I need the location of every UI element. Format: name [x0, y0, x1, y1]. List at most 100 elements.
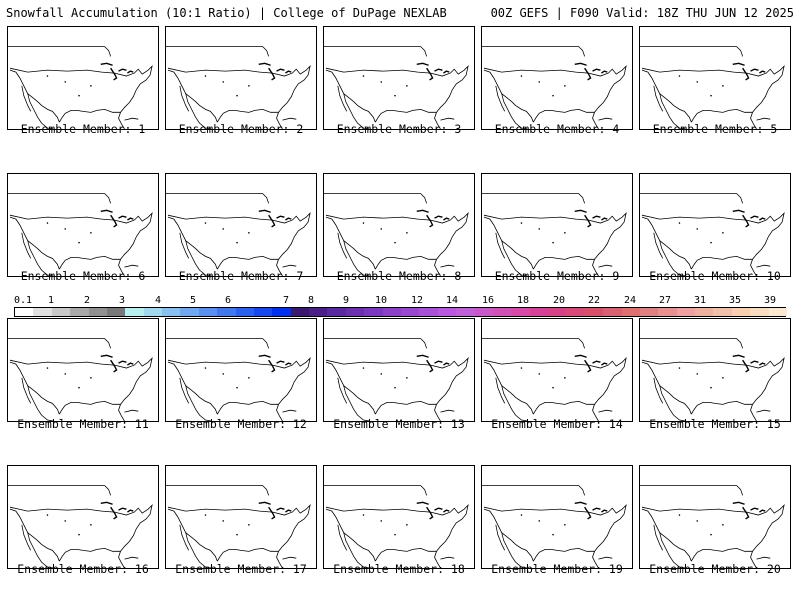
north-america-outline-map: [166, 193, 311, 276]
ensemble-member-map: [165, 318, 317, 422]
colorbar-swatch: [180, 308, 200, 316]
header: Snowfall Accumulation (10:1 Ratio) | Col…: [0, 0, 800, 24]
ensemble-member-label: Ensemble Member: 3: [336, 122, 462, 136]
ensemble-member-label: Ensemble Member: 7: [178, 269, 304, 283]
north-america-outline-map: [482, 485, 627, 568]
colorbar-tick-label: 18: [516, 295, 530, 306]
colorbar-tick-label: 31: [693, 295, 707, 306]
north-america-outline-map: [482, 46, 627, 129]
colorbar-swatch: [345, 308, 365, 316]
colorbar-swatch: [70, 308, 90, 316]
colorbar-swatch: [492, 308, 512, 316]
ensemble-member-map: [7, 318, 159, 422]
colorbar-swatch: [309, 308, 328, 316]
north-america-outline-map: [324, 46, 469, 129]
model-run-title: 00Z GEFS | F090 Valid: 18Z THU JUN 12 20…: [490, 6, 794, 20]
colorbar-tick-label: 16: [481, 295, 495, 306]
colorbar-tick-label: 27: [658, 295, 672, 306]
colorbar-swatch: [143, 308, 163, 316]
colorbar-swatch: [474, 308, 494, 316]
north-america-outline-map: [482, 193, 627, 276]
colorbar-swatch: [364, 308, 384, 316]
colorbar-swatch: [33, 308, 53, 316]
ensemble-member-map: [165, 26, 317, 130]
ensemble-member-label: Ensemble Member: 9: [494, 269, 620, 283]
ensemble-member-label: Ensemble Member: 18: [333, 562, 465, 576]
colorbar-tick-label: 12: [410, 295, 424, 306]
colorbar-swatch: [51, 308, 71, 316]
colorbar-swatch: [713, 308, 733, 316]
ensemble-member-map: [165, 465, 317, 569]
colorbar-swatch: [676, 308, 696, 316]
colorbar-tick-label: 4: [154, 295, 162, 306]
ensemble-member-label: Ensemble Member: 10: [649, 269, 781, 283]
colorbar-tick-label: 9: [342, 295, 350, 306]
ensemble-member-label: Ensemble Member: 20: [649, 562, 781, 576]
colorbar-tick-label: 14: [445, 295, 459, 306]
ensemble-member-label: Ensemble Member: 15: [649, 417, 781, 431]
colorbar-swatch: [731, 308, 751, 316]
ensemble-member-map: [481, 26, 633, 130]
ensemble-member-map: [481, 465, 633, 569]
map-title: Snowfall Accumulation (10:1 Ratio) | Col…: [6, 6, 447, 20]
colorbar-swatch: [15, 308, 34, 316]
ensemble-member-map: [639, 26, 791, 130]
north-america-outline-map: [482, 338, 627, 421]
ensemble-member-label: Ensemble Member: 11: [17, 417, 149, 431]
colorbar-swatch: [548, 308, 567, 316]
north-america-outline-map: [324, 485, 469, 568]
colorbar-tick-label: 6: [224, 295, 232, 306]
north-america-outline-map: [166, 338, 311, 421]
colorbar-tick-label: 35: [728, 295, 742, 306]
north-america-outline-map: [640, 485, 785, 568]
ensemble-member-map: [323, 318, 475, 422]
colorbar-tick-label: 20: [552, 295, 566, 306]
colorbar-swatch: [162, 308, 181, 316]
colorbar-swatch: [88, 308, 108, 316]
ensemble-member-label: Ensemble Member: 19: [491, 562, 623, 576]
north-america-outline-map: [8, 338, 153, 421]
colorbar-swatch: [290, 308, 310, 316]
colorbar-tick-label: 2: [83, 295, 91, 306]
ensemble-member-map: [639, 318, 791, 422]
colorbar-tick-label: 22: [587, 295, 601, 306]
colorbar-swatch: [511, 308, 531, 316]
colorbar-swatch: [401, 308, 420, 316]
north-america-outline-map: [166, 46, 311, 129]
colorbar-swatch: [621, 308, 641, 316]
colorbar-tick-label: 0.1: [13, 295, 33, 306]
colorbar-swatch: [106, 308, 126, 316]
colorbar-swatch: [584, 308, 604, 316]
ensemble-member-label: Ensemble Member: 6: [20, 269, 146, 283]
colorbar-tick-label: 10: [374, 295, 388, 306]
ensemble-member-label: Ensemble Member: 13: [333, 417, 465, 431]
ensemble-member-label: Ensemble Member: 4: [494, 122, 620, 136]
north-america-outline-map: [324, 338, 469, 421]
colorbar-tick-label: 1: [47, 295, 55, 306]
north-america-outline-map: [640, 46, 785, 129]
colorbar-swatch: [750, 308, 770, 316]
ensemble-member-map: [481, 173, 633, 277]
colorbar-swatch: [382, 308, 402, 316]
ensemble-member-label: Ensemble Member: 17: [175, 562, 307, 576]
ensemble-member-label: Ensemble Member: 2: [178, 122, 304, 136]
ensemble-member-map: [481, 318, 633, 422]
ensemble-member-label: Ensemble Member: 1: [20, 122, 146, 136]
colorbar-swatch: [768, 308, 788, 316]
ensemble-member-label: Ensemble Member: 16: [17, 562, 149, 576]
colorbar-swatch: [456, 308, 476, 316]
ensemble-member-map: [7, 173, 159, 277]
colorbar-swatch: [419, 308, 439, 316]
colorbar-swatch: [639, 308, 659, 316]
colorbar-swatch: [529, 308, 549, 316]
ensemble-member-map: [639, 173, 791, 277]
colorbar-swatch: [658, 308, 678, 316]
colorbar-swatch: [327, 308, 347, 316]
colorbar-swatch: [437, 308, 457, 316]
ensemble-member-label: Ensemble Member: 12: [175, 417, 307, 431]
ensemble-member-map: [639, 465, 791, 569]
colorbar-tick-label: 24: [623, 295, 637, 306]
ensemble-member-label: Ensemble Member: 8: [336, 269, 462, 283]
north-america-outline-map: [8, 485, 153, 568]
